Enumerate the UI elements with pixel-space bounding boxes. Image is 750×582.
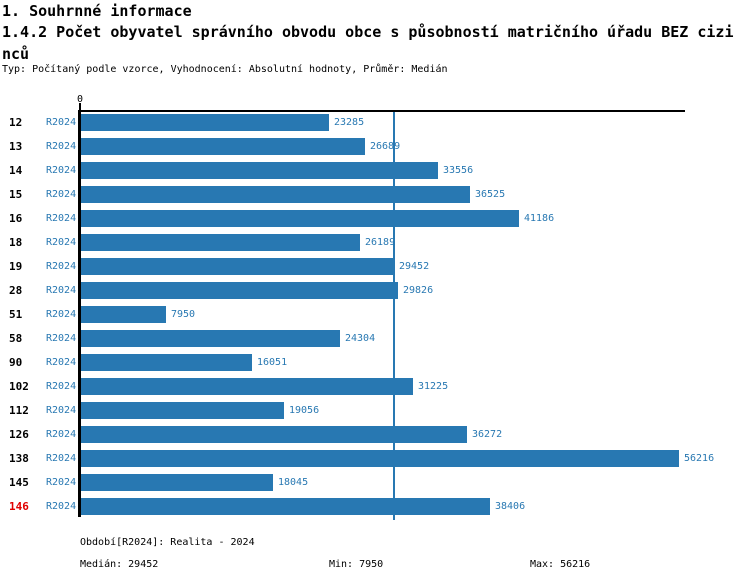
- row-category-label: 145: [9, 476, 29, 489]
- bar-value-label: 56216: [684, 453, 715, 464]
- row-category-label: 102: [9, 380, 29, 393]
- bar-value-label: 23285: [334, 117, 365, 128]
- bar: [81, 282, 398, 299]
- row-series-label: R2024: [46, 165, 77, 176]
- footer-max: Max: 56216: [530, 559, 591, 570]
- bar-value-label: 33556: [443, 165, 474, 176]
- row-series-label: R2024: [46, 213, 77, 224]
- bar: [81, 234, 360, 251]
- bar: [81, 474, 273, 491]
- page-title: 1. Souhrnné informace: [2, 2, 192, 20]
- bar-value-label: 29826: [403, 285, 434, 296]
- footer-median: Medián: 29452: [80, 559, 159, 570]
- x-axis-line: [78, 110, 685, 112]
- axis-zero-tick-mark: [79, 103, 81, 111]
- row-category-label: 19: [9, 260, 23, 273]
- row-series-label: R2024: [46, 477, 77, 488]
- row-category-label: 126: [9, 428, 29, 441]
- bar: [81, 162, 438, 179]
- bar-value-label: 7950: [171, 309, 196, 320]
- row-category-label: 28: [9, 284, 23, 297]
- footer-min: Min: 7950: [329, 559, 384, 570]
- median-line: [393, 112, 395, 520]
- bar: [81, 138, 365, 155]
- footer-period: Období[R2024]: Realita - 2024: [80, 537, 255, 548]
- row-series-label: R2024: [46, 285, 77, 296]
- row-category-label: 112: [9, 404, 29, 417]
- bar-value-label: 36272: [472, 429, 503, 440]
- bar: [81, 114, 329, 131]
- row-series-label: R2024: [46, 357, 77, 368]
- row-category-label: 58: [9, 332, 23, 345]
- bar-value-label: 19056: [289, 405, 320, 416]
- axis-zero-tick-label: 0: [76, 94, 84, 105]
- row-category-label: 16: [9, 212, 23, 225]
- chart-title: 1.4.2 Počet obyvatel správního obvodu ob…: [2, 23, 734, 63]
- row-series-label: R2024: [46, 381, 77, 392]
- bar-value-label: 24304: [345, 333, 376, 344]
- y-axis-line: [78, 110, 81, 517]
- chart-subtitle: Typ: Počítaný podle vzorce, Vyhodnocení:…: [2, 64, 448, 75]
- bar: [81, 330, 340, 347]
- row-series-label: R2024: [46, 117, 77, 128]
- row-category-label: 14: [9, 164, 23, 177]
- row-series-label: R2024: [46, 405, 77, 416]
- bar: [81, 186, 470, 203]
- row-series-label: R2024: [46, 453, 77, 464]
- row-series-label: R2024: [46, 333, 77, 344]
- bar-value-label: 26189: [365, 237, 396, 248]
- bar: [81, 450, 679, 467]
- row-category-label: 13: [9, 140, 23, 153]
- row-series-label: R2024: [46, 309, 77, 320]
- bar-value-label: 29452: [399, 261, 430, 272]
- bar-value-label: 26689: [370, 141, 401, 152]
- bar: [81, 210, 519, 227]
- row-category-label: 146: [9, 500, 29, 513]
- row-series-label: R2024: [46, 237, 77, 248]
- bar: [81, 354, 252, 371]
- bar-value-label: 41186: [524, 213, 555, 224]
- row-series-label: R2024: [46, 189, 77, 200]
- bar: [81, 498, 490, 515]
- row-series-label: R2024: [46, 501, 77, 512]
- bar-value-label: 36525: [475, 189, 506, 200]
- bar: [81, 258, 394, 275]
- bar: [81, 426, 467, 443]
- row-category-label: 12: [9, 116, 23, 129]
- bar: [81, 378, 413, 395]
- bar-value-label: 18045: [278, 477, 309, 488]
- row-series-label: R2024: [46, 261, 77, 272]
- row-series-label: R2024: [46, 141, 77, 152]
- row-category-label: 51: [9, 308, 23, 321]
- row-series-label: R2024: [46, 429, 77, 440]
- bar-value-label: 16051: [257, 357, 288, 368]
- row-category-label: 138: [9, 452, 29, 465]
- bar: [81, 402, 284, 419]
- row-category-label: 90: [9, 356, 23, 369]
- row-category-label: 15: [9, 188, 23, 201]
- bar-value-label: 31225: [418, 381, 449, 392]
- bar-value-label: 38406: [495, 501, 526, 512]
- bar: [81, 306, 166, 323]
- row-category-label: 18: [9, 236, 23, 249]
